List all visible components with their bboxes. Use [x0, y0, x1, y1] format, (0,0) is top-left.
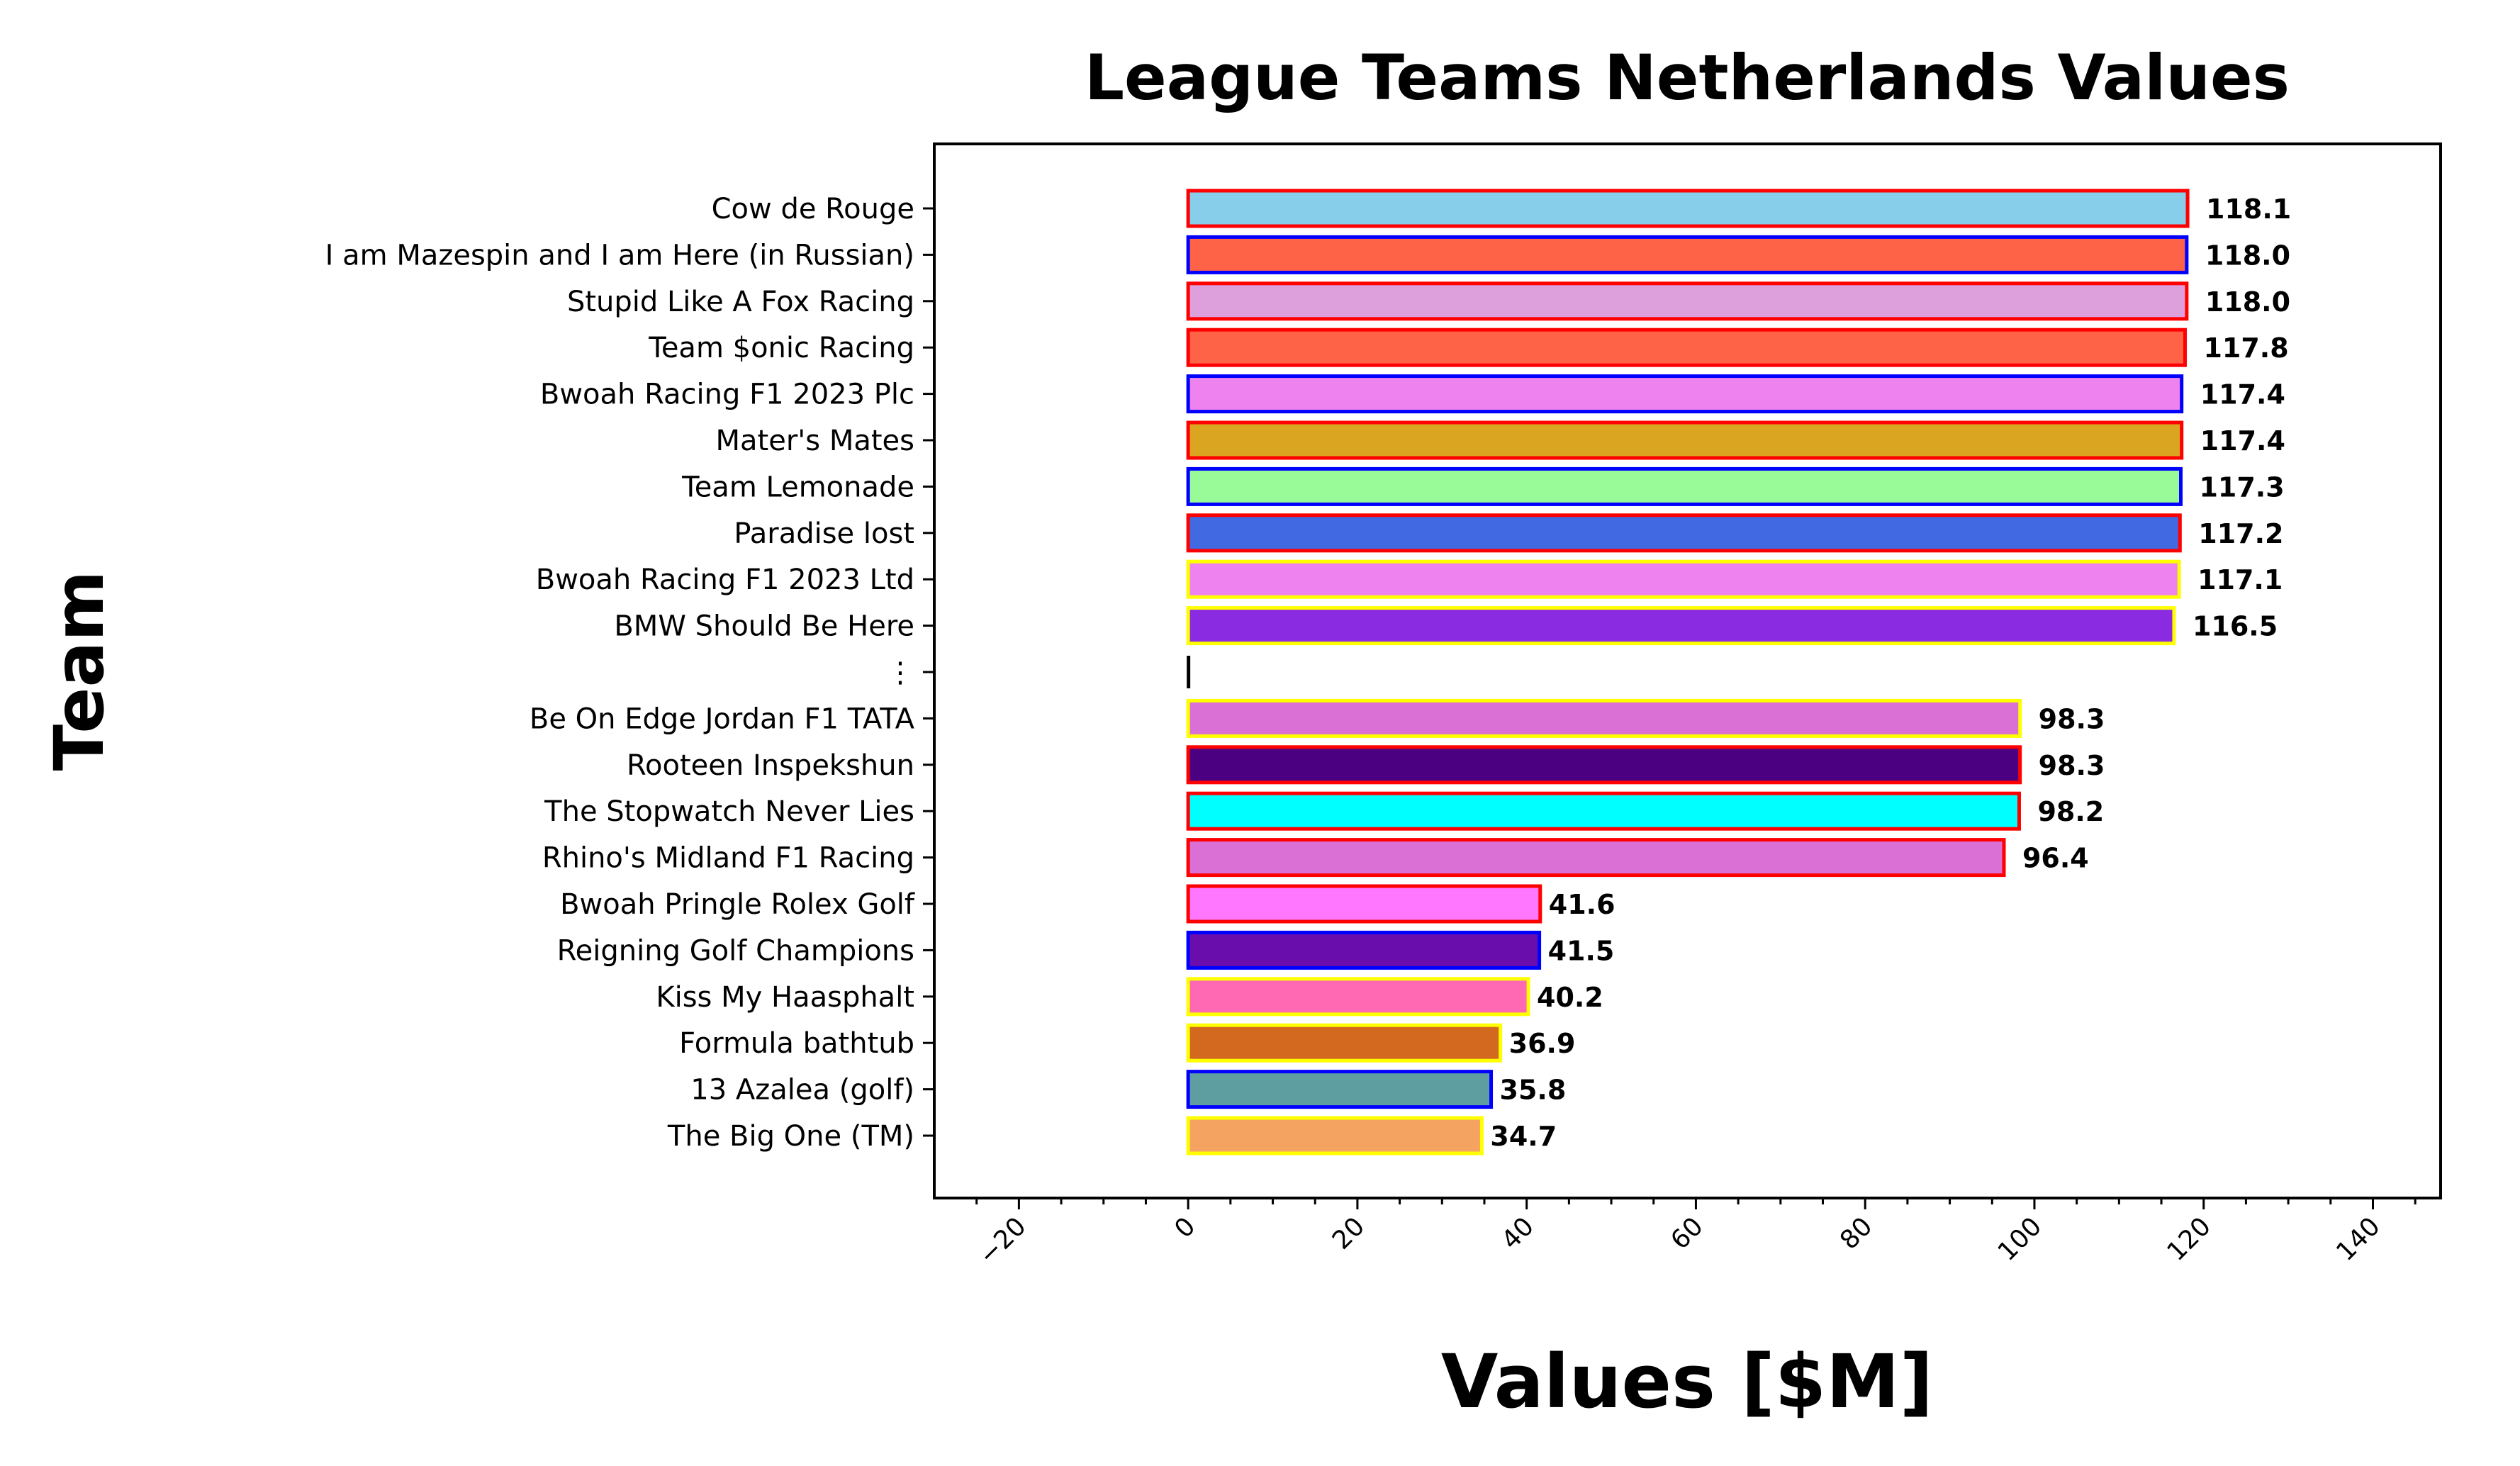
bar — [1186, 235, 2189, 274]
value-label: 35.8 — [1500, 1075, 1567, 1106]
y-tick-label: Bwoah Pringle Rolex Golf — [560, 888, 915, 921]
bar — [1186, 328, 2187, 367]
bar — [1186, 930, 1542, 970]
y-tick-label: The Big One (TM) — [667, 1120, 914, 1153]
value-label: 117.4 — [2200, 425, 2285, 457]
separator-marker — [1187, 656, 1191, 688]
x-axis-label: Values [$M] — [1441, 1338, 1933, 1425]
value-label: 117.3 — [2199, 471, 2284, 503]
y-tick-label: Bwoah Racing F1 2023 Plc — [540, 379, 914, 411]
y-tick-label: Kiss My Haasphalt — [656, 981, 914, 1014]
bar — [1186, 1116, 1484, 1156]
bar — [1186, 374, 2184, 414]
y-tick-label: Mater's Mates — [716, 425, 914, 457]
y-tick-label: I am Mazespin and I am Here (in Russian) — [325, 239, 914, 272]
y-tick-label: ⋮ — [886, 656, 914, 689]
bar — [1186, 698, 2022, 738]
y-tick-label: Rhino's Midland F1 Racing — [542, 842, 914, 875]
value-label: 98.2 — [2037, 796, 2104, 827]
value-label: 118.0 — [2205, 286, 2290, 318]
bar — [1186, 606, 2176, 646]
bar — [1186, 884, 1542, 924]
y-tick-label: 13 Azalea (golf) — [690, 1074, 914, 1107]
bar — [1186, 281, 2189, 321]
value-label: 40.2 — [1537, 982, 1603, 1013]
y-tick-label: Reigning Golf Champions — [557, 934, 914, 967]
value-label: 118.1 — [2206, 194, 2291, 225]
bar — [1186, 838, 2006, 878]
value-label: 96.4 — [2022, 843, 2089, 874]
value-label: 116.5 — [2193, 611, 2278, 642]
value-label: 117.4 — [2200, 379, 2285, 410]
y-tick-label: Formula bathtub — [679, 1027, 914, 1060]
value-label: 117.1 — [2197, 564, 2283, 595]
value-label: 117.8 — [2203, 332, 2288, 364]
value-label: 118.0 — [2205, 240, 2290, 271]
value-label: 34.7 — [1490, 1121, 1557, 1152]
bar — [1186, 189, 2190, 228]
y-tick-label: Team $onic Racing — [648, 332, 914, 364]
bar — [1186, 791, 2021, 831]
plot-frame — [933, 142, 2442, 1199]
y-tick-label: Bwoah Racing F1 2023 Ltd — [536, 564, 914, 596]
bar — [1186, 559, 2181, 599]
value-label: 98.3 — [2039, 750, 2105, 781]
value-label: 117.2 — [2198, 518, 2283, 549]
bar — [1186, 977, 1530, 1017]
y-tick-label: Rooteen Inspekshun — [627, 749, 914, 782]
chart-title: League Teams Netherlands Values — [1085, 41, 2290, 114]
bar — [1186, 513, 2182, 553]
y-tick-label: Team Lemonade — [681, 471, 914, 503]
y-tick-label: BMW Should Be Here — [614, 610, 914, 643]
value-label: 41.6 — [1549, 889, 1615, 920]
y-tick-label: Be On Edge Jordan F1 TATA — [530, 703, 915, 735]
value-label: 36.9 — [1509, 1028, 1576, 1059]
bar — [1186, 466, 2183, 506]
y-axis-label: Team — [40, 571, 119, 771]
y-tick-label: Stupid Like A Fox Racing — [567, 286, 914, 318]
bar — [1186, 420, 2184, 460]
y-tick-label: Paradise lost — [734, 517, 914, 550]
value-label: 41.5 — [1548, 935, 1615, 966]
value-label: 98.3 — [2039, 703, 2105, 734]
bar — [1186, 1023, 1503, 1063]
bar — [1186, 745, 2022, 785]
y-tick-label: Cow de Rouge — [712, 193, 914, 225]
bar — [1186, 1070, 1494, 1109]
y-tick-label: The Stopwatch Never Lies — [544, 795, 914, 828]
